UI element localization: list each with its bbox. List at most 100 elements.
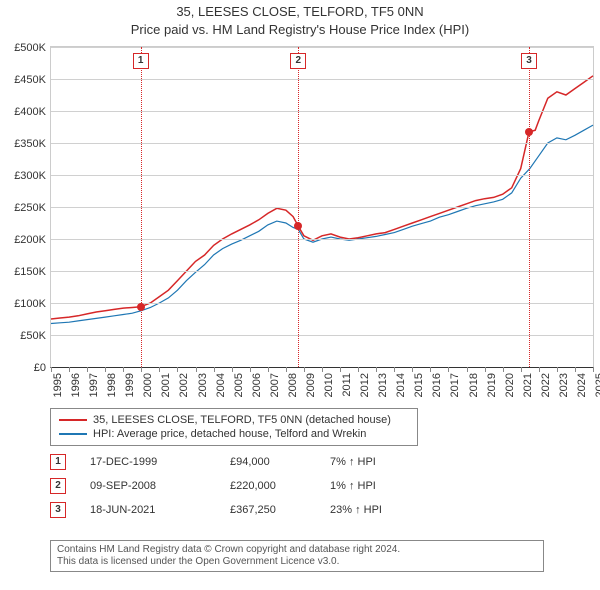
x-tick: 2017 xyxy=(448,367,449,372)
x-tick: 2025 xyxy=(593,367,594,372)
gridline: £400K xyxy=(51,111,593,112)
x-tick-label: 2001 xyxy=(160,373,172,397)
x-tick-label: 2023 xyxy=(558,373,570,397)
y-tick-label: £100K xyxy=(14,298,51,310)
chart-container: 35, LEESES CLOSE, TELFORD, TF5 0NN Price… xyxy=(0,0,600,590)
x-tick: 2003 xyxy=(196,367,197,372)
transaction-hpi-diff: 1% ↑ HPI xyxy=(330,480,450,492)
transaction-hpi-diff: 7% ↑ HPI xyxy=(330,456,450,468)
transaction-price: £220,000 xyxy=(230,480,330,492)
x-tick: 2023 xyxy=(557,367,558,372)
chart-title-1: 35, LEESES CLOSE, TELFORD, TF5 0NN xyxy=(0,4,600,19)
gridline: £450K xyxy=(51,79,593,80)
x-tick: 2018 xyxy=(467,367,468,372)
y-tick-label: £500K xyxy=(14,42,51,54)
transaction-hpi-diff: 23% ↑ HPI xyxy=(330,504,450,516)
x-tick-label: 2000 xyxy=(142,373,154,397)
transaction-marker-box: 2 xyxy=(50,478,66,494)
x-tick: 2005 xyxy=(232,367,233,372)
x-tick: 2021 xyxy=(521,367,522,372)
y-tick-label: £450K xyxy=(14,74,51,86)
y-tick-label: £150K xyxy=(14,266,51,278)
x-tick-label: 2016 xyxy=(431,373,443,397)
x-tick-label: 2012 xyxy=(359,373,371,397)
x-tick: 2008 xyxy=(286,367,287,372)
gridline: £300K xyxy=(51,175,593,176)
x-tick: 2020 xyxy=(503,367,504,372)
transaction-price: £94,000 xyxy=(230,456,330,468)
y-tick-label: £250K xyxy=(14,202,51,214)
x-tick-label: 1996 xyxy=(70,373,82,397)
x-tick-label: 2020 xyxy=(504,373,516,397)
y-tick-label: £200K xyxy=(14,234,51,246)
x-tick-label: 2015 xyxy=(413,373,425,397)
footer-line-1: Contains HM Land Registry data © Crown c… xyxy=(57,544,537,556)
marker-dot xyxy=(525,128,533,136)
x-tick: 1996 xyxy=(69,367,70,372)
y-tick-label: £50K xyxy=(20,330,51,342)
x-tick: 2009 xyxy=(304,367,305,372)
y-tick-label: £300K xyxy=(14,170,51,182)
x-tick-label: 2003 xyxy=(197,373,209,397)
legend-row: HPI: Average price, detached house, Telf… xyxy=(59,427,409,441)
x-tick: 1995 xyxy=(51,367,52,372)
x-tick-label: 2002 xyxy=(178,373,190,397)
gridline: £250K xyxy=(51,207,593,208)
x-tick: 2014 xyxy=(394,367,395,372)
x-tick: 2006 xyxy=(250,367,251,372)
plot-area: £0£50K£100K£150K£200K£250K£300K£350K£400… xyxy=(50,46,594,368)
x-tick-label: 2025 xyxy=(594,373,600,397)
marker-dot xyxy=(137,303,145,311)
marker-number-box: 3 xyxy=(521,53,537,69)
transaction-date: 17-DEC-1999 xyxy=(66,456,230,468)
legend-label: 35, LEESES CLOSE, TELFORD, TF5 0NN (deta… xyxy=(93,413,391,427)
x-tick-label: 2022 xyxy=(540,373,552,397)
x-tick: 2001 xyxy=(159,367,160,372)
gridline: £150K xyxy=(51,271,593,272)
x-tick-label: 2009 xyxy=(305,373,317,397)
legend-row: 35, LEESES CLOSE, TELFORD, TF5 0NN (deta… xyxy=(59,413,409,427)
x-tick: 2024 xyxy=(575,367,576,372)
transaction-row: 117-DEC-1999£94,0007% ↑ HPI xyxy=(50,454,450,470)
x-tick-label: 2004 xyxy=(215,373,227,397)
y-tick-label: £350K xyxy=(14,138,51,150)
x-tick: 2000 xyxy=(141,367,142,372)
x-tick-label: 2013 xyxy=(377,373,389,397)
y-tick-label: £400K xyxy=(14,106,51,118)
gridline: £50K xyxy=(51,335,593,336)
x-tick-label: 1995 xyxy=(52,373,64,397)
x-tick: 2022 xyxy=(539,367,540,372)
x-tick: 1999 xyxy=(123,367,124,372)
series-line xyxy=(51,125,593,323)
x-tick-label: 2011 xyxy=(341,373,353,397)
transaction-row: 209-SEP-2008£220,0001% ↑ HPI xyxy=(50,478,450,494)
x-tick-label: 2019 xyxy=(486,373,498,397)
y-tick-label: £0 xyxy=(34,362,51,374)
x-tick: 2004 xyxy=(214,367,215,372)
x-tick-label: 1997 xyxy=(88,373,100,397)
x-tick-label: 2010 xyxy=(323,373,335,397)
x-tick: 2015 xyxy=(412,367,413,372)
x-tick: 1997 xyxy=(87,367,88,372)
transaction-date: 09-SEP-2008 xyxy=(66,480,230,492)
series-line xyxy=(51,76,593,319)
marker-number-box: 1 xyxy=(133,53,149,69)
gridline: £500K xyxy=(51,47,593,48)
x-tick: 2013 xyxy=(376,367,377,372)
transaction-price: £367,250 xyxy=(230,504,330,516)
x-tick-label: 1999 xyxy=(124,373,136,397)
legend-swatch xyxy=(59,419,87,421)
transaction-row: 318-JUN-2021£367,25023% ↑ HPI xyxy=(50,502,450,518)
footer-line-2: This data is licensed under the Open Gov… xyxy=(57,556,537,568)
x-tick-label: 2005 xyxy=(233,373,245,397)
marker-dot xyxy=(294,222,302,230)
x-tick: 2002 xyxy=(177,367,178,372)
gridline: £100K xyxy=(51,303,593,304)
x-tick-label: 2017 xyxy=(449,373,461,397)
x-tick-label: 2006 xyxy=(251,373,263,397)
legend-swatch xyxy=(59,433,87,435)
chart-title-2: Price paid vs. HM Land Registry's House … xyxy=(0,22,600,37)
transaction-date: 18-JUN-2021 xyxy=(66,504,230,516)
x-tick: 2016 xyxy=(430,367,431,372)
x-tick: 2011 xyxy=(340,367,341,372)
